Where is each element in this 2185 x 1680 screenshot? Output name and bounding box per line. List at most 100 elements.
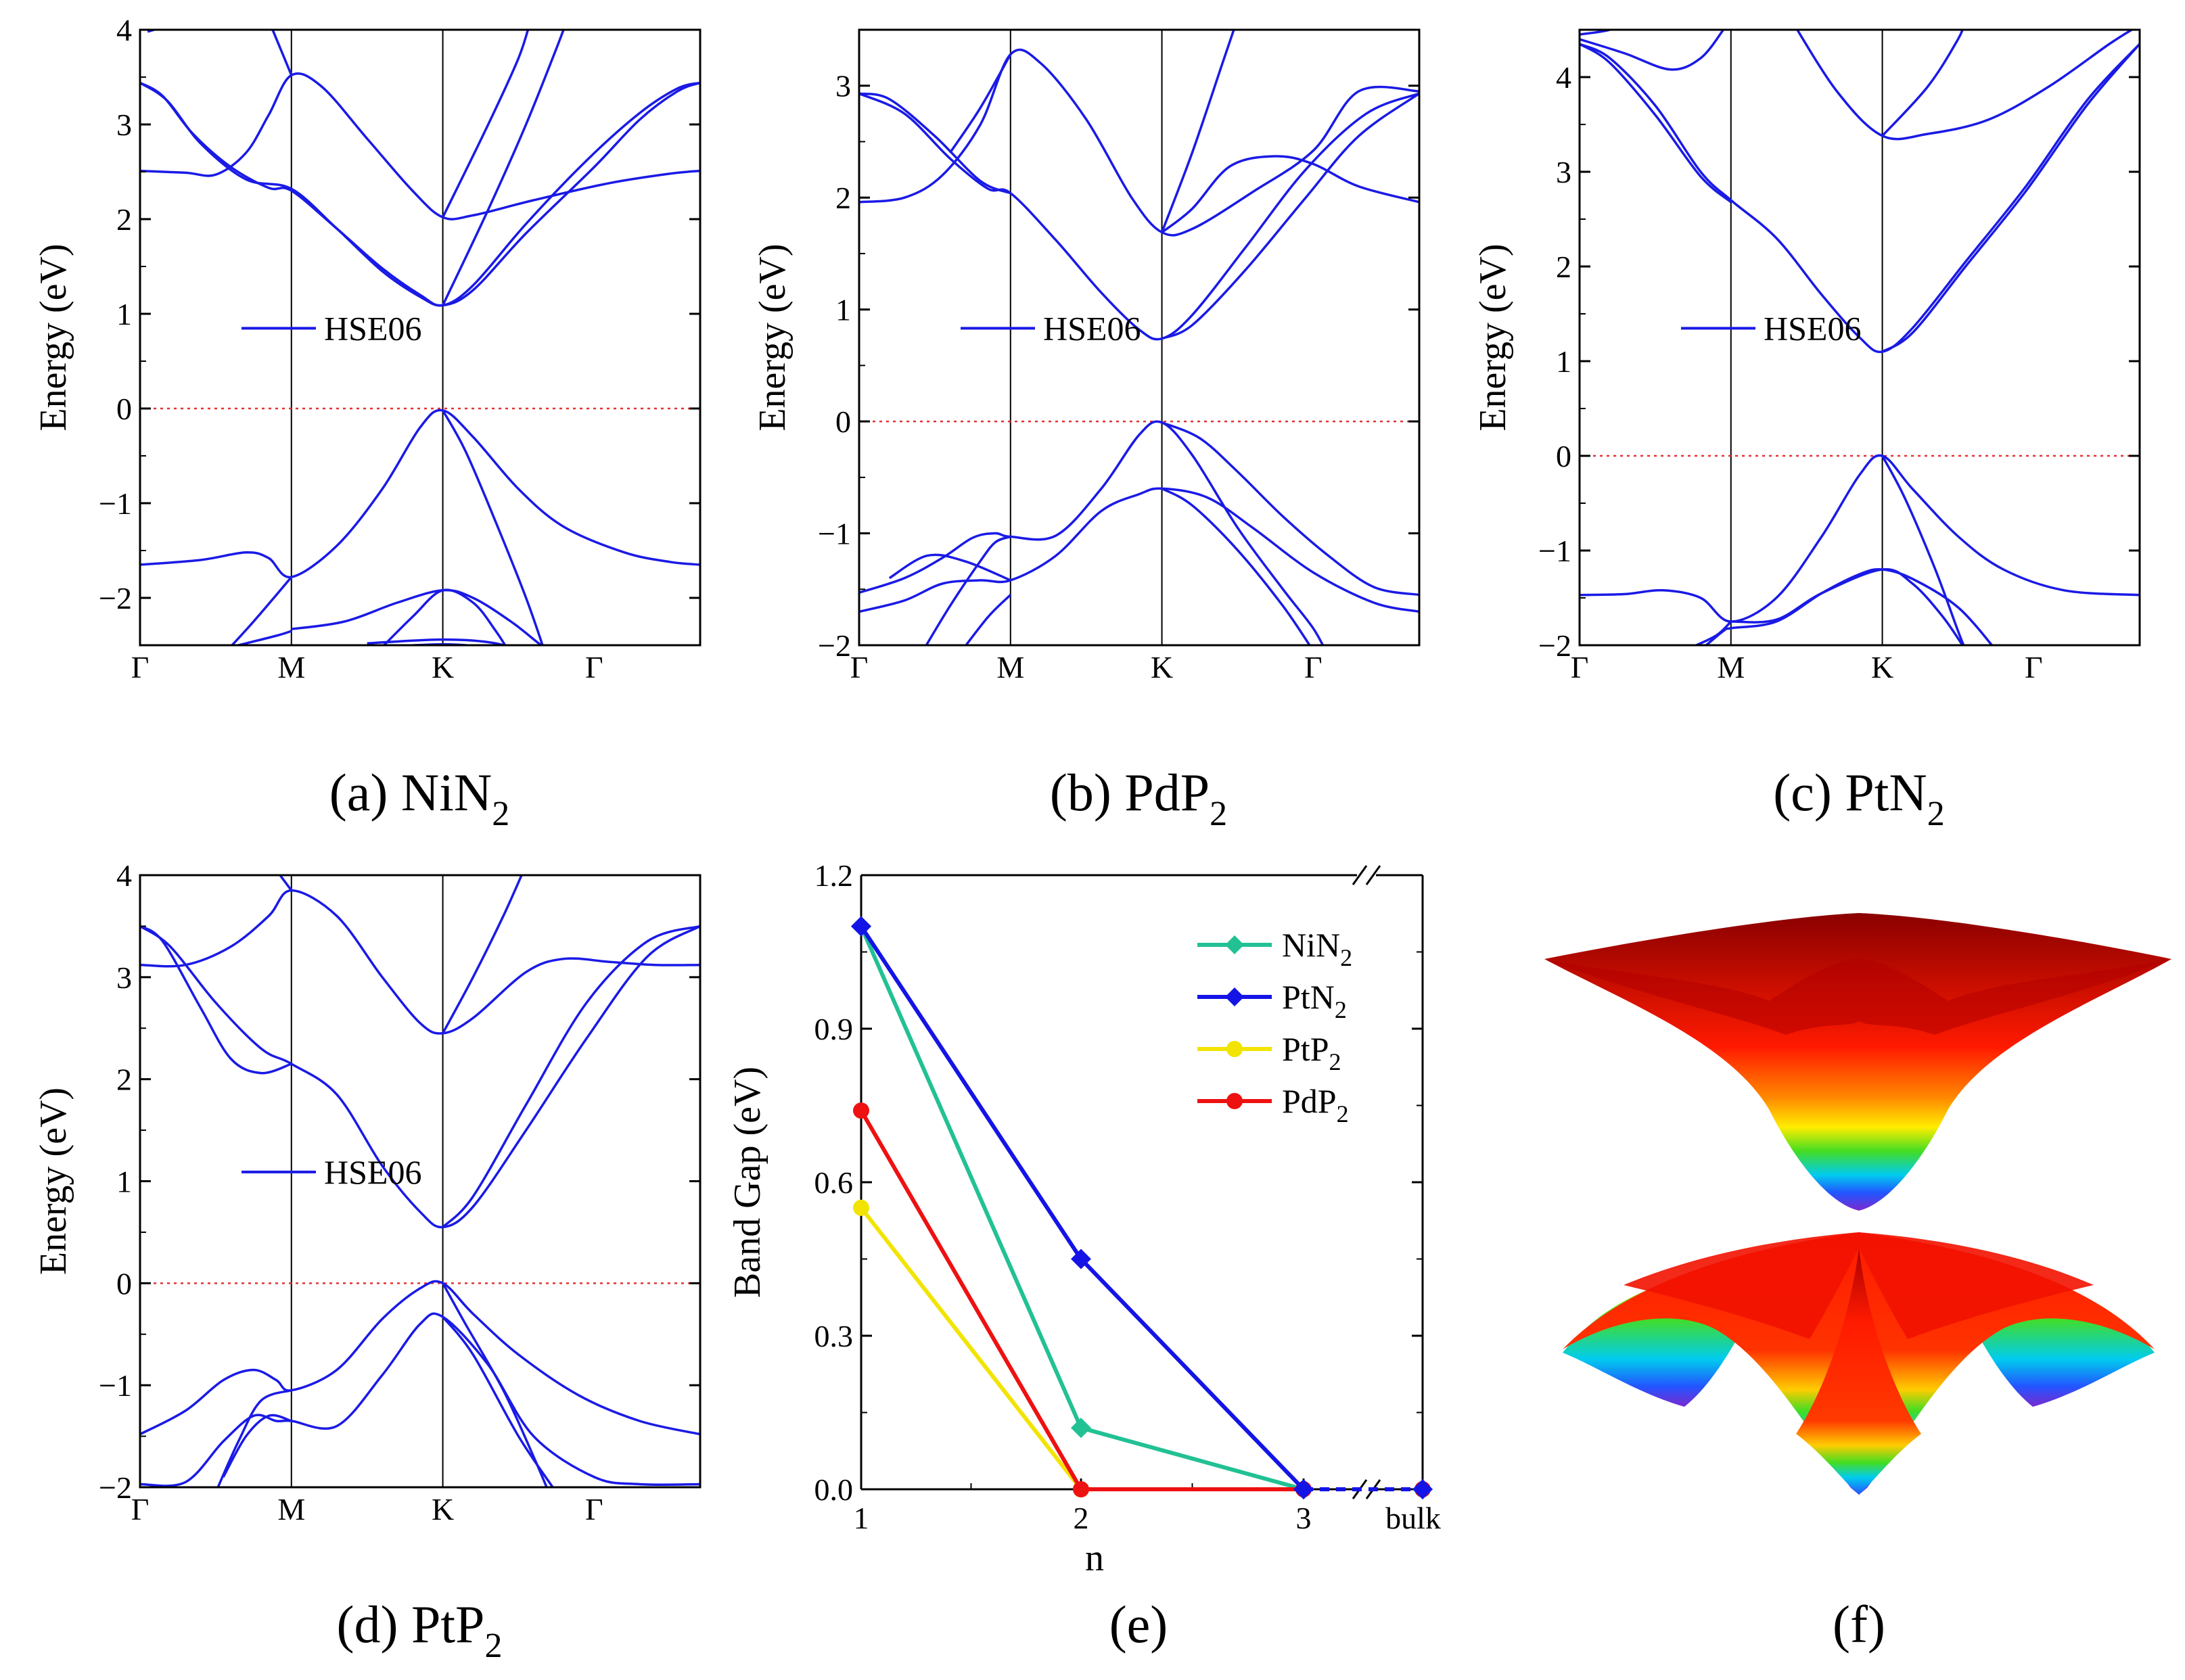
series-line [859,925,1306,1491]
band-line [1580,454,2140,623]
legend-label: NiN2 [1282,926,1352,971]
dirac-cone-surface-illustration [1544,913,2171,1495]
y-tick-label: 2 [116,1063,132,1097]
series-pdp2 [853,1102,1431,1497]
y-tick-label: 0.9 [814,1012,854,1046]
band-line [140,409,700,578]
band-line [1881,455,1965,645]
legend-marker [1225,987,1244,1006]
y-tick-label: 4 [116,858,132,893]
legend-item: PtP2 [1197,1030,1341,1075]
data-point [1293,1479,1314,1499]
band-gap-plot: 0.0 0.3 0.6 0.9 1.2 1 2 3 bulk n Band Gap (eV) NiN2… [727,858,1441,1579]
band-line [948,53,1012,154]
x-tick-label: 3 [1296,1501,1312,1535]
band-line [1580,43,1732,204]
plot-frame [858,28,1421,647]
band-line [140,889,700,1035]
band-line [233,630,292,645]
band-line [442,1282,548,1487]
data-point [853,1102,869,1119]
y-tick-label: −2 [1538,628,1571,663]
legend-label: PtN2 [1282,978,1347,1023]
legend-marker [1225,935,1244,954]
y-tick-label: −2 [818,628,851,663]
band-line [442,30,565,306]
band-line [1881,43,2140,353]
band-structure-panel-ptp2: −2 −1 0 1 2 3 4 Γ M K Γ Energy (eV) HSE06 [32,858,702,1526]
legend-label: PtP2 [1282,1030,1341,1075]
band-line [222,1414,292,1478]
y-tick-label: 0.0 [814,1472,854,1507]
y-tick-label: 2 [1556,250,1571,284]
band-line [859,92,1011,195]
y-axis-title: Energy (eV) [32,243,74,431]
band-line [859,48,1419,237]
y-tick-label: 1.2 [814,858,854,893]
y-tick-label: 3 [1556,155,1571,189]
plot-area [140,875,700,1487]
caption-b: (b) PdP2 [1050,763,1227,833]
band-line [367,638,507,645]
series-ptn2 [851,916,1433,1499]
band-structure-panel-nin2: −2 −1 0 1 2 3 4 Γ M K Γ Energy (eV) HSE06 [32,13,702,684]
band-line [140,1312,700,1487]
valence-band-dirac-spike [1796,1248,1921,1495]
band-line [382,588,507,645]
caption-d: (d) PtP2 [337,1595,503,1665]
kpoint-label: Γ [131,1492,150,1526]
legend-label: PdP2 [1282,1082,1349,1127]
legend-item: PtN2 [1197,978,1347,1023]
legend-label: HSE06 [1764,309,1861,347]
y-tick-label: 0 [835,404,851,439]
x-tick-label: bulk [1385,1501,1441,1535]
band-line [278,875,293,891]
kpoint-label: M [996,650,1024,684]
band-line [1730,568,1964,645]
band-line [147,30,159,33]
y-tick-label: 1 [835,293,851,327]
kpoint-label: Γ [2025,650,2043,684]
plot-frame [1578,28,2141,647]
y-tick-label: 0 [116,1266,132,1301]
band-line [140,925,700,1229]
y-tick-label: 2 [835,181,851,215]
plot-area [140,30,700,645]
legend-marker [1226,1093,1243,1109]
kpoint-label: Γ [585,650,603,684]
kpoint-label: K [432,1492,454,1526]
caption-f: (f) [1833,1595,1885,1654]
band-structure-panel-pdp2: −2 −1 0 1 2 3 Γ M K Γ Energy (eV) HSE06 [752,28,1421,684]
band-line [442,409,544,645]
y-tick-label: 2 [116,202,132,237]
band-line [859,487,1419,613]
axis-break-mark [1365,865,1381,885]
band-structure-panel-ptn2: −2 −1 0 1 2 3 4 Γ M K Γ Energy (eV) HSE06 [1472,28,2141,684]
data-point [853,1199,869,1216]
plot-frame [139,28,702,647]
y-tick-label: 3 [835,69,851,103]
band-line [442,925,700,1228]
band-line [1881,30,1964,137]
legend-label: HSE06 [324,1153,421,1191]
band-line [1161,155,1419,233]
y-tick-label: −2 [99,1470,132,1505]
x-axis-title: n [1085,1537,1104,1579]
x-tick-label: 1 [854,1501,869,1535]
band-line [888,553,1011,582]
caption-e: (e) [1109,1595,1168,1654]
data-point [1071,1418,1091,1439]
y-tick-label: −1 [1538,534,1571,568]
caption-c: (c) PtN2 [1773,763,1944,833]
data-point [1412,1479,1433,1499]
kpoint-label: K [432,650,454,684]
band-line [1161,487,1312,645]
y-axis-title: Energy (eV) [32,1088,74,1275]
kpoint-label: M [1717,650,1745,684]
kpoint-label: K [1151,650,1173,684]
band-line [1795,30,2134,141]
y-tick-label: −2 [99,581,132,615]
band-line [442,1315,555,1487]
kpoint-label: Γ [1571,650,1589,684]
y-tick-label: 0.6 [814,1165,854,1200]
